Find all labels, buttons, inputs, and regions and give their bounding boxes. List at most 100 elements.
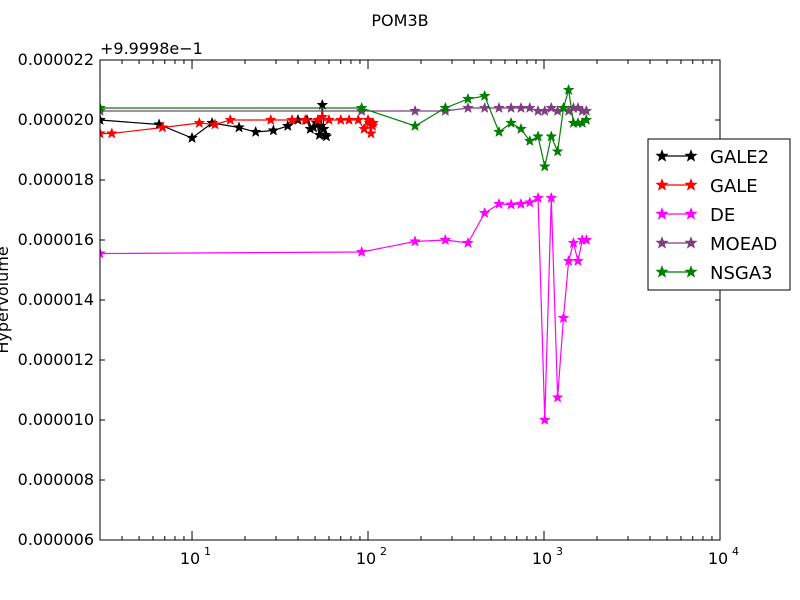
x-tick-label-0: 10 (180, 549, 200, 568)
series-de-point-10 (532, 191, 544, 204)
series-de-point-0 (100, 247, 106, 259)
legend: GALE2 GALE DE MOEAD NSGA3 (647, 138, 791, 291)
series-de-point-16 (567, 236, 580, 249)
legend-gale-marker-2 (684, 178, 698, 191)
x-tick-label-2: 10 (532, 549, 552, 568)
series-nsga3-point-1 (355, 101, 368, 114)
series-gale-point-11 (323, 113, 335, 126)
series-nsga3 (100, 83, 593, 172)
series-de (100, 191, 593, 426)
series-gale2-point-7 (281, 119, 294, 132)
series-moead-point-9 (523, 101, 536, 114)
y-tick-label-5: 0.000016 (18, 230, 94, 249)
legend-item-gale2: GALE2 (655, 147, 769, 168)
y-tick-label-4: 0.000014 (18, 290, 94, 309)
y-tick-label-2: 0.000010 (18, 410, 94, 429)
chart-title: POM3B (371, 11, 428, 30)
y-offset-label: +9.9998e−1 (100, 39, 203, 58)
series-moead-point-2 (409, 104, 421, 117)
series-nsga3-point-12 (545, 130, 558, 142)
series-gale-point-18 (365, 127, 377, 139)
series-nsga3-point-0 (100, 101, 106, 114)
series-gale-point-6 (264, 113, 277, 126)
legend-gale-marker-1 (655, 178, 669, 191)
x-tick-label-1: 10 (356, 549, 376, 568)
series-gale-point-1 (105, 127, 118, 139)
series-de-point-13 (551, 391, 564, 403)
x-tick-exponent-1: 2 (380, 545, 387, 558)
series-de-point-11 (538, 413, 551, 426)
y-tick-label-0: 0.000006 (18, 530, 94, 549)
series-gale2-point-18 (320, 130, 333, 142)
series-nsga3-point-11 (538, 160, 551, 172)
x-tick-label-3: 10 (708, 549, 728, 568)
series-gale-point-21 (367, 116, 380, 129)
series-nsga3-point-9 (523, 134, 536, 147)
legend-item-de: DE (655, 205, 735, 226)
series-gale-point-15 (358, 122, 371, 135)
series-nsga3-point-5 (478, 89, 491, 102)
series-gale-point-0 (100, 127, 106, 139)
legend-gale2-marker-1 (655, 149, 669, 162)
series-nsga3-point-15 (562, 83, 575, 96)
series-de-point-8 (515, 197, 527, 210)
legend-moead-label: MOEAD (710, 234, 777, 255)
y-tick-label-1: 0.000008 (18, 470, 94, 489)
legend-gale-label: GALE (710, 176, 758, 197)
series-moead-point-4 (462, 101, 474, 114)
series-moead-point-19 (580, 104, 593, 117)
series-nsga3-point-7 (505, 116, 517, 129)
y-tick-label-7: 0.000020 (18, 110, 94, 129)
series-de-point-5 (478, 206, 491, 219)
series-gale2-point-16 (317, 122, 330, 135)
x-tick-exponent-0: 1 (204, 545, 211, 558)
x-tick-exponent-2: 3 (556, 545, 563, 558)
y-tick-label-6: 0.000018 (18, 170, 94, 189)
series-de-point-2 (409, 235, 421, 247)
series-layer (100, 83, 593, 426)
plot-area (100, 83, 593, 426)
series-de-point-6 (493, 197, 505, 210)
series-gale2-point-5 (249, 125, 262, 138)
legend-item-moead: MOEAD (655, 234, 777, 255)
series-gale-point-2 (156, 121, 169, 133)
series-de-point-17 (572, 254, 584, 267)
legend-item-nsga3: NSGA3 (655, 263, 773, 284)
legend-de-label: DE (710, 205, 735, 226)
series-nsga3-point-4 (462, 92, 474, 105)
series-nsga3-point-3 (439, 101, 452, 114)
y-tick-label-8: 0.000022 (18, 50, 94, 69)
legend-gale2-marker-2 (684, 149, 698, 162)
series-de-point-1 (355, 245, 368, 258)
series-gale-point-14 (352, 113, 365, 126)
legend-moead-marker-1 (655, 236, 669, 249)
series-gale-point-7 (286, 113, 298, 126)
series-nsga3-point-2 (409, 119, 421, 132)
legend-gale2-label: GALE2 (710, 147, 769, 168)
series-gale-point-8 (299, 113, 312, 126)
series-gale (100, 110, 380, 139)
series-gale-point-3 (193, 116, 206, 129)
series-de-point-14 (557, 311, 570, 324)
legend-de-marker-2 (684, 207, 698, 220)
series-nsga3-point-6 (493, 125, 505, 138)
series-de-point-9 (523, 196, 536, 208)
legend-nsga3-marker-2 (684, 265, 698, 278)
y-tick-label-3: 0.000012 (18, 350, 94, 369)
series-nsga3-point-14 (557, 101, 570, 114)
series-nsga3-point-19 (580, 113, 593, 126)
axes-layer: 0.000006 0.000008 0.000010 0.000012 0.000014… (18, 50, 739, 568)
series-de-point-7 (505, 198, 517, 210)
series-gale-point-10 (316, 110, 329, 123)
legend-nsga3-label: NSGA3 (710, 263, 773, 284)
legend-de-marker-1 (655, 207, 669, 220)
series-de-point-4 (462, 236, 474, 249)
series-gale2-point-15 (316, 98, 329, 111)
series-gale-point-5 (224, 113, 237, 126)
series-gale2-point-6 (267, 124, 280, 136)
series-gale2-point-4 (233, 121, 245, 133)
y-axis-label: Hypervolume (0, 246, 12, 353)
